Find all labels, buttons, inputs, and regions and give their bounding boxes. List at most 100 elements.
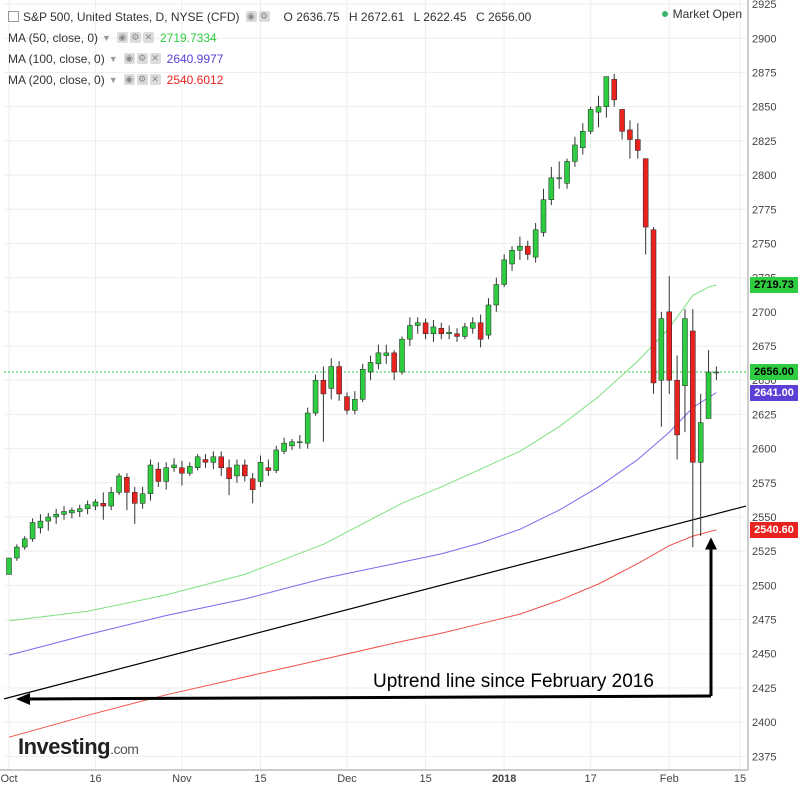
candle-body bbox=[194, 456, 201, 468]
candle-body bbox=[116, 475, 122, 493]
eye-icon[interactable]: ◉ bbox=[116, 32, 128, 43]
candle-body bbox=[210, 456, 217, 463]
candle-body bbox=[525, 245, 531, 255]
close-icon[interactable]: ✕ bbox=[149, 74, 161, 85]
candle-body bbox=[422, 322, 429, 334]
y-tick-label: 2700 bbox=[752, 307, 776, 319]
candle-body bbox=[391, 352, 397, 373]
price-tag-last: 2656.00 bbox=[750, 364, 798, 380]
candle-body bbox=[92, 501, 99, 507]
price-tag-ma100: 2641.00 bbox=[750, 384, 798, 401]
candle-body bbox=[407, 325, 413, 340]
candle-body bbox=[37, 520, 44, 529]
ma-row-100: MA (100, close, 0) ▼ ◉ ⚙ ✕ 2640.9977 bbox=[8, 48, 537, 69]
y-tick-label: 2775 bbox=[752, 204, 776, 216]
candle-body bbox=[289, 441, 295, 447]
candle-body bbox=[108, 492, 114, 507]
x-tick-label: Nov bbox=[172, 773, 192, 785]
gear-icon[interactable]: ⚙ bbox=[129, 32, 141, 43]
candle-body bbox=[690, 330, 696, 463]
candle-body bbox=[501, 259, 507, 285]
candle-body bbox=[273, 449, 279, 471]
candle-body bbox=[147, 464, 154, 494]
y-tick-label: 2600 bbox=[752, 444, 776, 456]
candle-body bbox=[163, 467, 169, 482]
logo-text: Investing bbox=[18, 734, 111, 759]
ohlc-low: L 2622.45 bbox=[413, 9, 467, 24]
uptrend-line bbox=[3, 505, 747, 700]
candle-body bbox=[642, 158, 649, 228]
x-tick-label: Dec bbox=[337, 773, 357, 785]
y-tick-label: 2450 bbox=[752, 649, 776, 661]
y-tick-label: 2900 bbox=[752, 33, 776, 45]
candle-body bbox=[587, 109, 594, 132]
market-status: Market Open bbox=[661, 7, 742, 21]
chevron-down-icon[interactable]: ▼ bbox=[108, 53, 118, 64]
candle-body bbox=[359, 369, 366, 400]
candle-body bbox=[367, 362, 374, 373]
y-tick-label: 2625 bbox=[752, 409, 776, 421]
y-tick-label: 2525 bbox=[752, 546, 776, 558]
legend-title-row: S&P 500, United States, D, NYSE (CFD) ◉ … bbox=[8, 6, 537, 27]
x-tick-label: 15 bbox=[734, 773, 746, 785]
y-tick-label: 2750 bbox=[752, 238, 776, 250]
gear-icon[interactable]: ⚙ bbox=[258, 11, 270, 22]
candle-body bbox=[517, 245, 523, 251]
candle-body bbox=[336, 366, 342, 395]
ma50-value: 2719.7334 bbox=[159, 30, 217, 45]
gear-icon[interactable]: ⚙ bbox=[136, 74, 148, 85]
eye-icon[interactable]: ◉ bbox=[245, 11, 257, 22]
chevron-down-icon[interactable]: ▼ bbox=[102, 32, 111, 43]
x-tick-label: 15 bbox=[419, 773, 431, 785]
candle-body bbox=[218, 456, 224, 468]
y-tick-label: 2675 bbox=[752, 341, 776, 353]
candle-body bbox=[635, 139, 641, 151]
x-tick-label: Feb bbox=[660, 773, 679, 785]
chevron-down-icon[interactable]: ▼ bbox=[108, 74, 118, 85]
candle-body bbox=[650, 229, 657, 384]
price-tag-ma200: 2540.60 bbox=[750, 521, 798, 538]
candle-body bbox=[249, 478, 256, 490]
candle-body bbox=[556, 177, 562, 180]
y-tick-label: 2400 bbox=[752, 717, 776, 729]
candle-body bbox=[171, 464, 177, 468]
y-tick-label: 2375 bbox=[752, 751, 776, 763]
x-tick-label: 17 bbox=[585, 773, 597, 785]
candle-body bbox=[705, 371, 712, 419]
candle-body bbox=[257, 462, 264, 482]
candle-body bbox=[595, 106, 602, 113]
candle-body bbox=[312, 379, 319, 414]
y-tick-label: 2425 bbox=[752, 683, 776, 695]
candle-body bbox=[202, 459, 209, 463]
candle-body bbox=[21, 538, 28, 548]
collapse-square-icon[interactable] bbox=[8, 11, 19, 22]
candle-body bbox=[462, 326, 468, 337]
ma50-line bbox=[8, 284, 717, 622]
candle-body bbox=[45, 516, 52, 522]
candle-body bbox=[375, 352, 382, 365]
candle-body bbox=[328, 366, 335, 389]
candle-body bbox=[682, 318, 688, 386]
y-tick-label: 2575 bbox=[752, 478, 776, 490]
y-tick-label: 2800 bbox=[752, 170, 776, 182]
candle-body bbox=[493, 284, 500, 306]
close-icon[interactable]: ✕ bbox=[142, 32, 154, 43]
x-tick-label: Oct bbox=[0, 773, 17, 785]
candle-body bbox=[69, 509, 75, 514]
candle-body bbox=[430, 326, 437, 334]
eye-icon[interactable]: ◉ bbox=[123, 53, 135, 64]
ohlc-close: C 2656.00 bbox=[475, 9, 532, 24]
close-icon[interactable]: ✕ bbox=[149, 53, 161, 64]
x-tick-label: 15 bbox=[254, 773, 266, 785]
y-tick-label: 2550 bbox=[752, 512, 776, 524]
ma200-line bbox=[8, 529, 717, 738]
candle-body bbox=[627, 129, 633, 140]
candle-body bbox=[548, 177, 555, 200]
candle-body bbox=[352, 399, 358, 411]
candle-body bbox=[580, 131, 586, 148]
candle-body bbox=[320, 379, 327, 395]
legend: S&P 500, United States, D, NYSE (CFD) ◉ … bbox=[8, 6, 537, 90]
eye-icon[interactable]: ◉ bbox=[123, 74, 135, 85]
gear-icon[interactable]: ⚙ bbox=[136, 53, 148, 64]
